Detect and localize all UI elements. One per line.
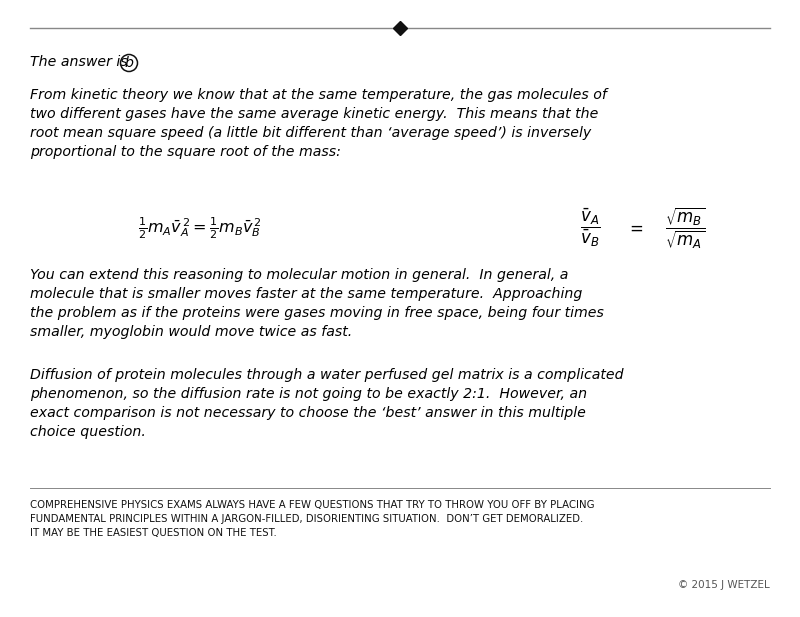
Text: $\frac{1}{2}m_A\bar{v}_A^{\,2} = \frac{1}{2}m_B\bar{v}_B^{\,2}$: $\frac{1}{2}m_A\bar{v}_A^{\,2} = \frac{1… [138, 215, 262, 241]
Text: two different gases have the same average kinetic energy.  This means that the: two different gases have the same averag… [30, 107, 598, 121]
Text: $\dfrac{\bar{v}_A}{\bar{v}_B}$: $\dfrac{\bar{v}_A}{\bar{v}_B}$ [580, 207, 600, 249]
Text: choice question.: choice question. [30, 425, 146, 439]
Text: The answer is: The answer is [30, 55, 132, 69]
Text: $=$: $=$ [626, 219, 644, 237]
Text: FUNDAMENTAL PRINCIPLES WITHIN A JARGON-FILLED, DISORIENTING SITUATION.  DON’T GE: FUNDAMENTAL PRINCIPLES WITHIN A JARGON-F… [30, 514, 583, 524]
Text: exact comparison is not necessary to choose the ‘best’ answer in this multiple: exact comparison is not necessary to cho… [30, 406, 586, 420]
Text: proportional to the square root of the mass:: proportional to the square root of the m… [30, 145, 341, 159]
Text: phenomenon, so the diffusion rate is not going to be exactly 2:1.  However, an: phenomenon, so the diffusion rate is not… [30, 387, 587, 401]
Text: From kinetic theory we know that at the same temperature, the gas molecules of: From kinetic theory we know that at the … [30, 88, 607, 102]
Text: smaller, myoglobin would move twice as fast.: smaller, myoglobin would move twice as f… [30, 325, 352, 339]
Text: Diffusion of protein molecules through a water perfused gel matrix is a complica: Diffusion of protein molecules through a… [30, 368, 624, 382]
Text: root mean square speed (a little bit different than ‘average speed’) is inversel: root mean square speed (a little bit dif… [30, 126, 591, 140]
Text: $\dfrac{\sqrt{m_B}}{\sqrt{m_A}}$: $\dfrac{\sqrt{m_B}}{\sqrt{m_A}}$ [665, 205, 706, 251]
Text: COMPREHENSIVE PHYSICS EXAMS ALWAYS HAVE A FEW QUESTIONS THAT TRY TO THROW YOU OF: COMPREHENSIVE PHYSICS EXAMS ALWAYS HAVE … [30, 500, 594, 510]
Text: molecule that is smaller moves faster at the same temperature.  Approaching: molecule that is smaller moves faster at… [30, 287, 582, 301]
Text: IT MAY BE THE EASIEST QUESTION ON THE TEST.: IT MAY BE THE EASIEST QUESTION ON THE TE… [30, 528, 277, 538]
Text: © 2015 J WETZEL: © 2015 J WETZEL [678, 580, 770, 590]
Text: b: b [125, 56, 134, 70]
Text: the problem as if the proteins were gases moving in free space, being four times: the problem as if the proteins were gase… [30, 306, 604, 320]
Text: You can extend this reasoning to molecular motion in general.  In general, a: You can extend this reasoning to molecul… [30, 268, 568, 282]
